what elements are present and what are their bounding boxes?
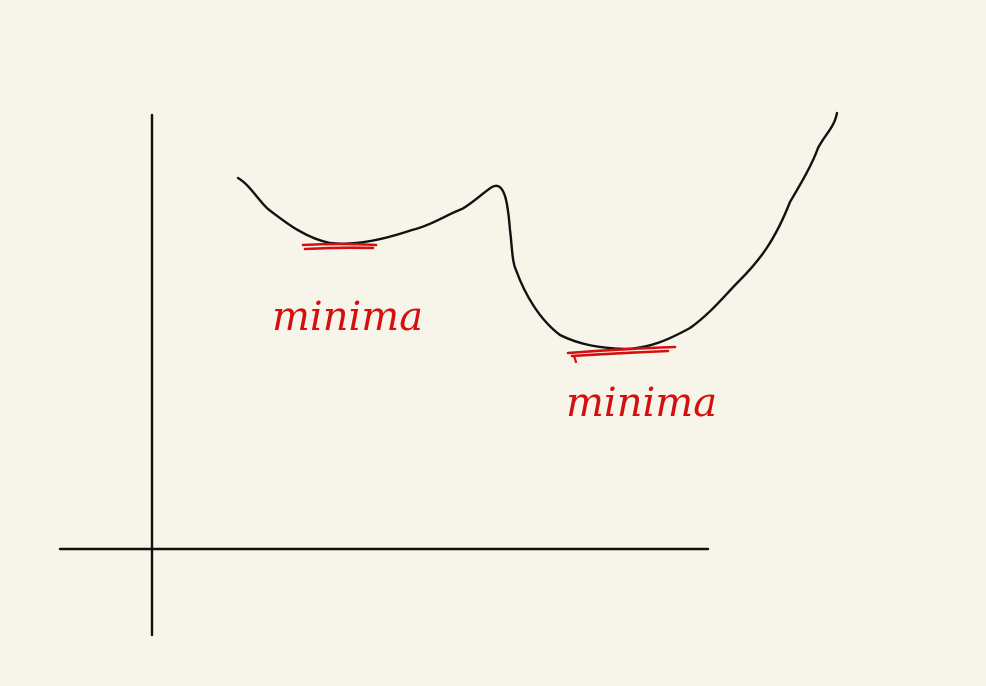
x-axis — [58, 547, 710, 551]
right-minimum-marker — [566, 345, 677, 364]
y-axis — [150, 113, 154, 637]
left-minimum-marker — [301, 242, 378, 251]
axes — [58, 113, 710, 637]
right-minimum-label: minima — [566, 380, 717, 426]
left-minimum-label: minima — [272, 294, 423, 340]
